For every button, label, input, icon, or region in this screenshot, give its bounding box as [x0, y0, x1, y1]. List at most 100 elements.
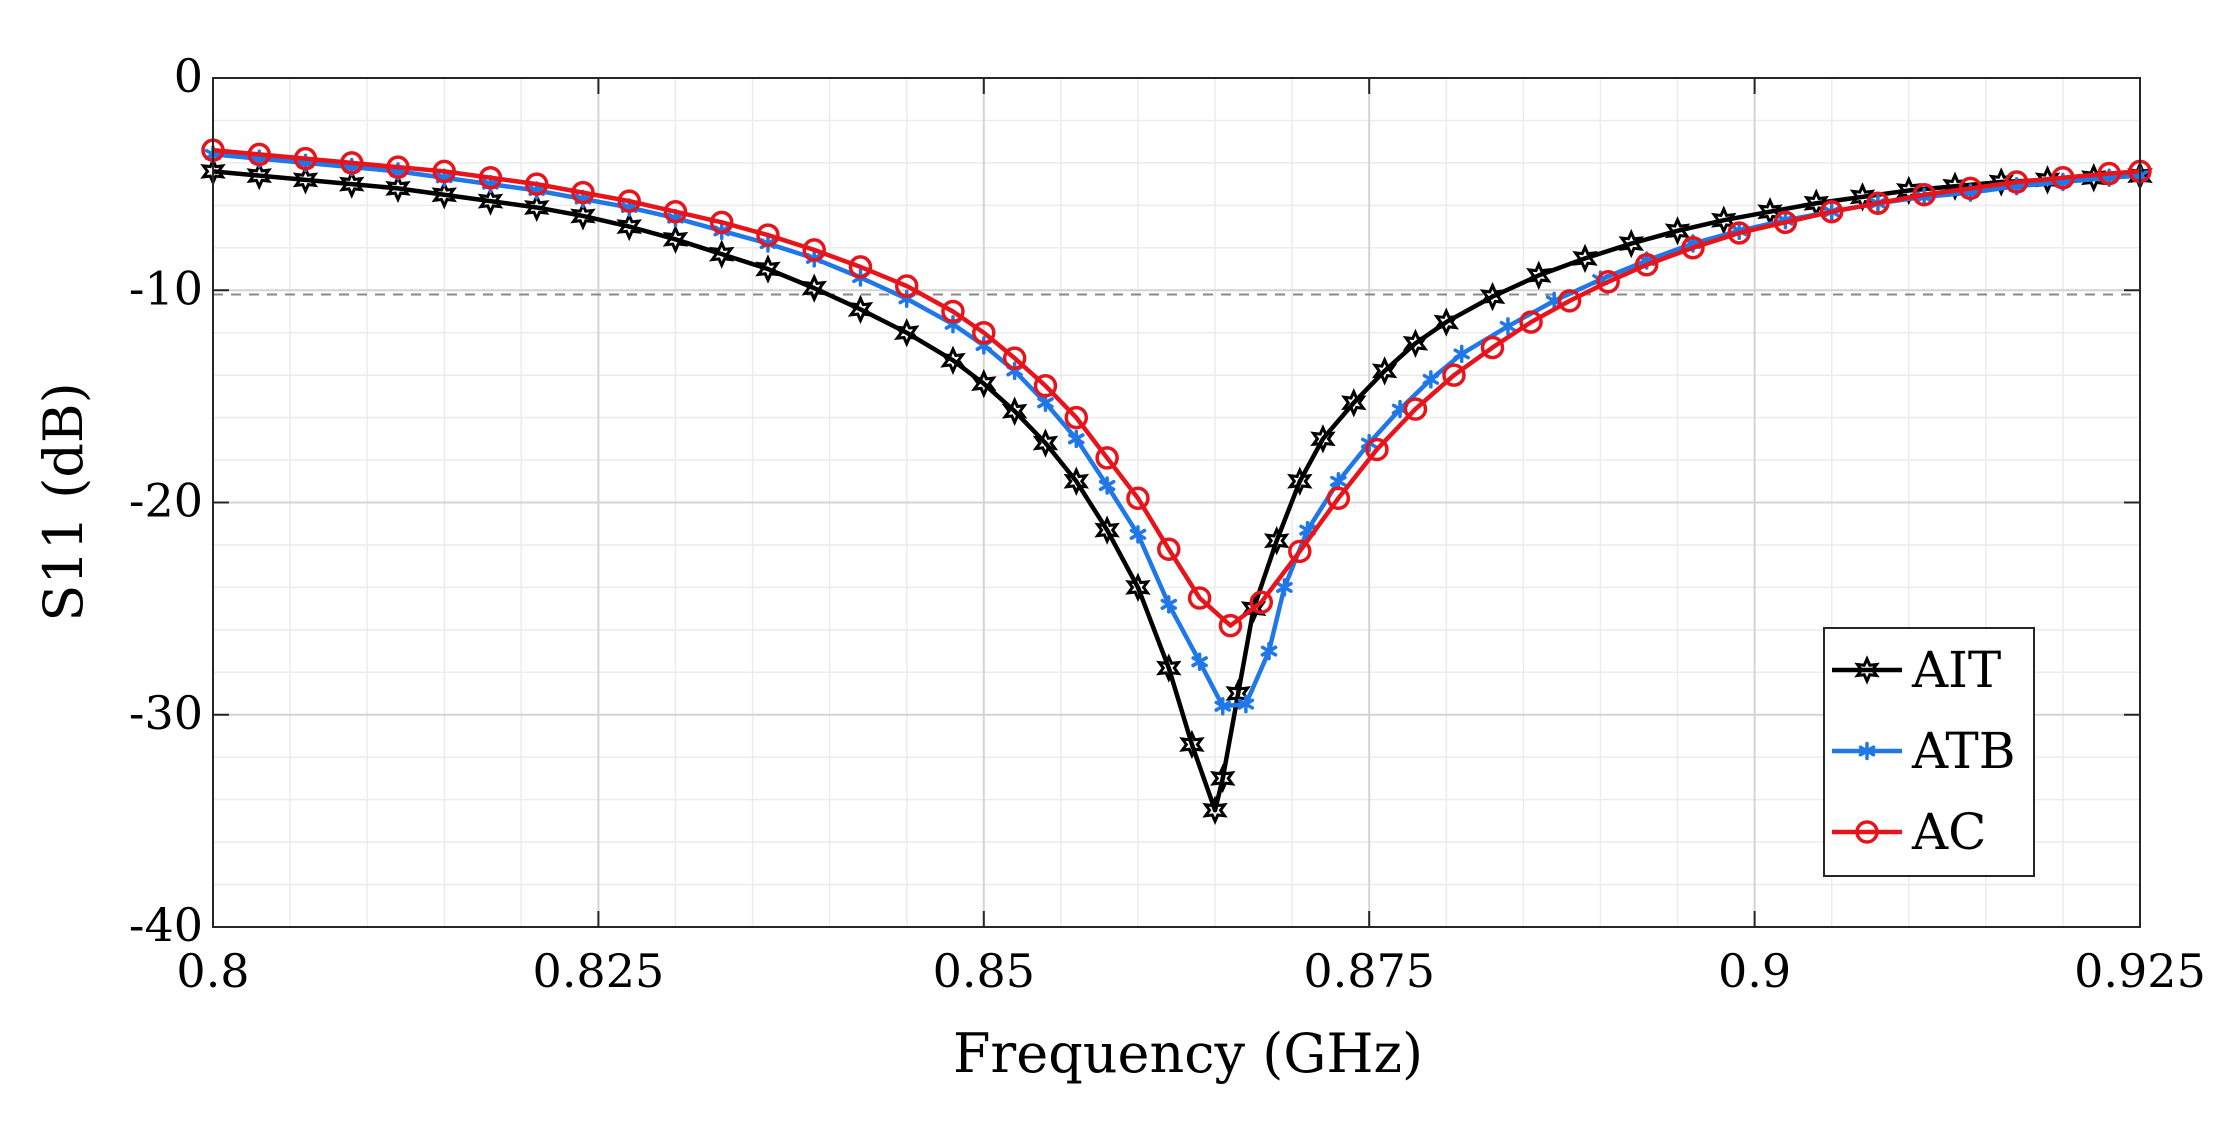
data-point-atb	[1037, 393, 1054, 412]
data-point-ait	[847, 294, 874, 325]
data-point-ait	[1063, 466, 1090, 496]
data-point-atb	[1160, 595, 1178, 614]
data-point-ait	[2034, 165, 2061, 195]
tick-marks	[212, 77, 2141, 928]
data-point-ait	[1618, 228, 1645, 259]
data-point-ait	[431, 180, 457, 210]
data-point-ac	[1681, 236, 1705, 260]
data-point-ait	[1711, 205, 1737, 235]
x-tick-labels: 0.8 0.825 0.85 0.875 0.9 0.925	[176, 944, 2205, 998]
y-tick-labels: 0 -10 -20 -30 -40	[129, 49, 203, 952]
x-tick-label: 0.825	[533, 944, 665, 998]
data-point-ac	[1912, 182, 1936, 207]
series-line-ac	[212, 147, 2141, 628]
data-point-ait	[1179, 729, 1205, 760]
data-point-ait	[1310, 424, 1336, 454]
legend-swatch-marker	[1858, 741, 1876, 761]
data-point-ac	[2097, 161, 2121, 186]
data-point-ac	[1480, 335, 1505, 360]
data-point-atb	[1453, 344, 1470, 364]
data-point-atb	[1191, 652, 1208, 671]
data-point-ait	[1433, 307, 1460, 337]
data-point-ac	[1002, 346, 1027, 370]
data-point-atb	[1129, 525, 1147, 544]
data-point-ac	[1126, 486, 1150, 511]
series-layer	[200, 138, 2153, 825]
data-point-ait	[246, 160, 272, 191]
data-point-ait	[339, 169, 365, 199]
data-point-ac	[1773, 210, 1798, 235]
y-tick-label: -30	[129, 686, 203, 740]
data-point-ait	[708, 239, 735, 269]
data-point-ac	[1403, 397, 1428, 421]
data-point-ac	[2004, 170, 2029, 194]
y-axis-title: S11 (dB)	[32, 382, 95, 621]
legend-swatch-marker	[1855, 820, 1879, 844]
data-point-atb	[1214, 697, 1231, 716]
data-point-ait	[1156, 653, 1182, 683]
y-tick-label: -40	[129, 898, 203, 952]
data-point-ac	[1095, 446, 1119, 470]
data-point-atb	[1098, 476, 1116, 495]
data-point-ait	[1287, 466, 1313, 496]
data-point-ac	[1249, 590, 1274, 615]
data-point-ait	[1001, 396, 1028, 426]
x-tick-label: 0.875	[1303, 944, 1435, 998]
data-point-ac	[339, 151, 364, 175]
data-point-ait	[1032, 428, 1059, 458]
data-point-ac	[2051, 166, 2075, 190]
data-point-ac	[478, 166, 503, 190]
data-point-ac	[1326, 486, 1351, 511]
data-point-ait	[477, 186, 504, 216]
y-tick-label: -10	[129, 261, 203, 315]
data-point-ac	[293, 146, 318, 171]
series-ac	[201, 138, 2152, 638]
data-point-ait	[1202, 795, 1228, 825]
data-point-ait	[1479, 281, 1506, 312]
legend-entry-atb: ATB	[1832, 722, 2015, 780]
data-point-ac	[571, 180, 595, 205]
y-tick-label: -20	[129, 474, 203, 528]
data-point-ac	[972, 320, 996, 345]
x-tick-label: 0.8	[176, 944, 249, 998]
data-point-ait	[385, 173, 411, 204]
data-point-ait	[971, 368, 997, 399]
data-point-ait	[292, 165, 319, 195]
data-point-ait	[801, 273, 827, 303]
x-axis-title: Frequency (GHz)	[953, 1022, 1423, 1085]
data-point-atb	[1422, 370, 1440, 389]
data-point-ac	[1519, 310, 1543, 334]
data-point-ait	[1664, 216, 1691, 246]
data-point-ac	[848, 255, 873, 279]
data-point-ac	[709, 210, 734, 235]
data-point-ac	[756, 223, 780, 247]
data-point-ac	[1866, 191, 1890, 215]
data-point-ac	[1365, 437, 1389, 462]
data-point-ait	[616, 211, 642, 242]
x-tick-label: 0.925	[2074, 944, 2206, 998]
data-point-atb	[1499, 317, 1517, 336]
x-tick-label: 0.9	[1718, 944, 1791, 998]
data-point-ait	[940, 345, 966, 376]
data-point-ac	[617, 189, 641, 213]
data-point-ac	[247, 142, 271, 167]
legend-entry-ac: AC	[1832, 803, 1986, 861]
data-point-ac	[1442, 363, 1466, 387]
data-point-atb	[1260, 641, 1278, 661]
data-point-ait	[1402, 328, 1429, 359]
data-point-ac	[941, 299, 965, 324]
data-point-ac	[1288, 539, 1312, 564]
legend-label-ac: AC	[1911, 803, 1986, 861]
data-point-ac	[802, 238, 826, 262]
data-point-ac	[386, 155, 410, 179]
data-point-ait	[662, 224, 689, 255]
data-point-ac	[663, 199, 688, 224]
data-point-ait	[1572, 243, 1598, 274]
data-point-ait	[1988, 167, 2014, 197]
legend: AIT ATB AC	[1823, 627, 2035, 877]
y-tick-label: 0	[174, 49, 203, 103]
data-point-ait	[523, 192, 550, 223]
data-point-ac	[894, 274, 919, 298]
data-point-ac	[1727, 221, 1751, 245]
